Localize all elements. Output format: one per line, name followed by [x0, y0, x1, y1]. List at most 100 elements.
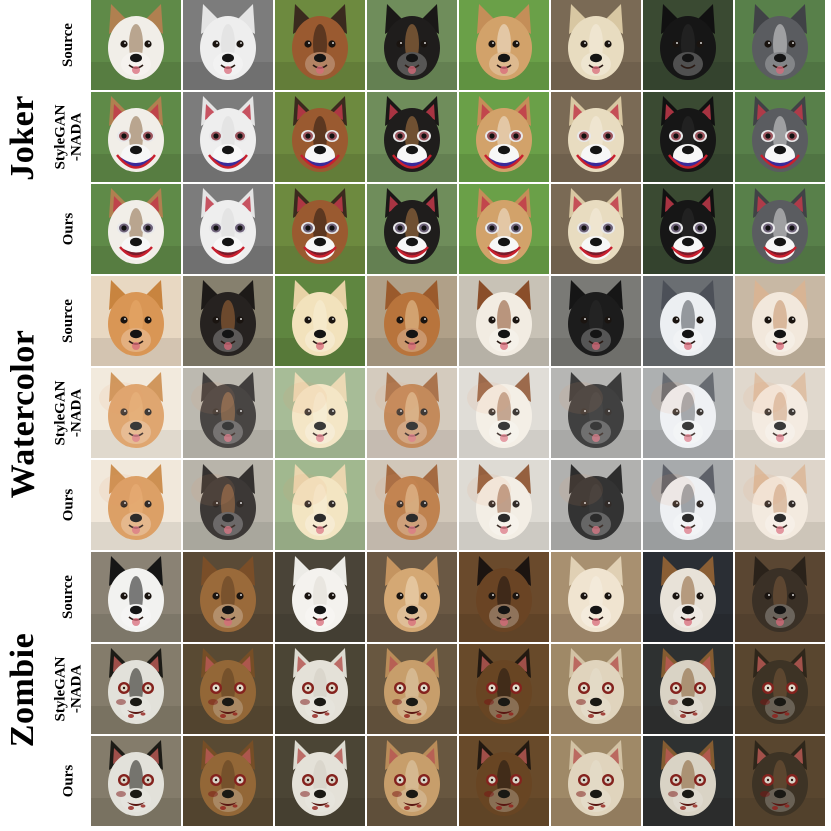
dog-image-tile [367, 0, 457, 90]
dog-image-tile [551, 736, 641, 826]
dog-image-tile [91, 0, 181, 90]
dog-image-tile [551, 184, 641, 274]
group-title-text: Zombie [4, 632, 42, 748]
dog-image-tile [735, 460, 825, 550]
dog-image-tile [551, 552, 641, 642]
dog-portrait [551, 276, 641, 366]
dog-portrait [367, 276, 457, 366]
dog-portrait [275, 0, 365, 90]
dog-image-tile [183, 552, 273, 642]
dog-portrait [367, 644, 457, 734]
dog-portrait [275, 368, 365, 458]
dog-image-tile [275, 368, 365, 458]
dog-image-tile [643, 184, 733, 274]
dog-image-tile [367, 460, 457, 550]
dog-portrait [459, 0, 549, 90]
dog-image-tile [367, 552, 457, 642]
dog-portrait [183, 92, 273, 182]
dog-image-tile [183, 644, 273, 734]
dog-image-tile [735, 368, 825, 458]
dog-portrait [459, 92, 549, 182]
dog-portrait [459, 644, 549, 734]
dog-image-tile [91, 552, 181, 642]
dog-image-tile [643, 0, 733, 90]
dog-portrait [183, 552, 273, 642]
dog-portrait [183, 184, 273, 274]
dog-image-tile [367, 92, 457, 182]
dog-portrait [459, 736, 549, 826]
dog-portrait [551, 644, 641, 734]
row-label-text: Source [59, 575, 76, 619]
dog-portrait [91, 736, 181, 826]
row-label-stylegan-nada: StyleGAN -NADA [46, 368, 90, 458]
dog-portrait [551, 552, 641, 642]
dog-portrait [551, 460, 641, 550]
dog-portrait [551, 736, 641, 826]
dog-image-tile [275, 184, 365, 274]
dog-portrait [91, 552, 181, 642]
dog-image-tile [735, 276, 825, 366]
dog-image-tile [551, 0, 641, 90]
row-label-text: Ours [59, 212, 76, 246]
group-title-zombie: Zombie [0, 552, 46, 828]
dog-image-tile [367, 368, 457, 458]
dog-image-tile [459, 368, 549, 458]
dog-image-tile [275, 276, 365, 366]
dog-image-tile [735, 736, 825, 826]
group-title-text: Watercolor [4, 329, 41, 499]
row-label-ours: Ours [46, 184, 90, 274]
group-title-joker: Joker [0, 0, 46, 276]
dog-image-tile [91, 276, 181, 366]
dog-portrait [551, 184, 641, 274]
dog-image-tile [367, 184, 457, 274]
dog-portrait [275, 552, 365, 642]
dog-image-tile [459, 736, 549, 826]
dog-image-tile [367, 736, 457, 826]
dog-image-tile [91, 644, 181, 734]
dog-image-tile [367, 644, 457, 734]
dog-portrait [367, 552, 457, 642]
dog-image-tile [551, 644, 641, 734]
dog-portrait [275, 184, 365, 274]
dog-image-tile [275, 460, 365, 550]
dog-portrait [551, 92, 641, 182]
dog-image-tile [91, 736, 181, 826]
dog-image-tile [643, 92, 733, 182]
dog-portrait [275, 460, 365, 550]
dog-portrait [275, 736, 365, 826]
dog-portrait [183, 368, 273, 458]
dog-image-tile [459, 460, 549, 550]
dog-image-tile [735, 0, 825, 90]
dog-image-tile [551, 276, 641, 366]
dog-image-tile [643, 552, 733, 642]
dog-image-tile [551, 460, 641, 550]
dog-portrait [459, 276, 549, 366]
dog-portrait [91, 368, 181, 458]
row-label-text: Source [59, 299, 76, 343]
dog-image-tile [643, 460, 733, 550]
dog-image-tile [459, 644, 549, 734]
row-label-text: Ours [59, 488, 76, 522]
dog-portrait [643, 644, 733, 734]
dog-portrait [643, 276, 733, 366]
dog-portrait [275, 276, 365, 366]
dog-image-tile [551, 92, 641, 182]
dog-image-tile [275, 0, 365, 90]
dog-portrait [643, 184, 733, 274]
dog-portrait [91, 92, 181, 182]
row-label-ours: Ours [46, 460, 90, 550]
dog-image-tile [459, 184, 549, 274]
dog-portrait [367, 184, 457, 274]
dog-portrait [183, 736, 273, 826]
dog-portrait [551, 0, 641, 90]
dog-image-tile [735, 184, 825, 274]
dog-portrait [183, 460, 273, 550]
dog-portrait [643, 460, 733, 550]
dog-image-tile [183, 368, 273, 458]
dog-portrait [459, 460, 549, 550]
dog-image-tile [735, 644, 825, 734]
dog-portrait [91, 0, 181, 90]
dog-portrait [459, 184, 549, 274]
dog-portrait [459, 552, 549, 642]
